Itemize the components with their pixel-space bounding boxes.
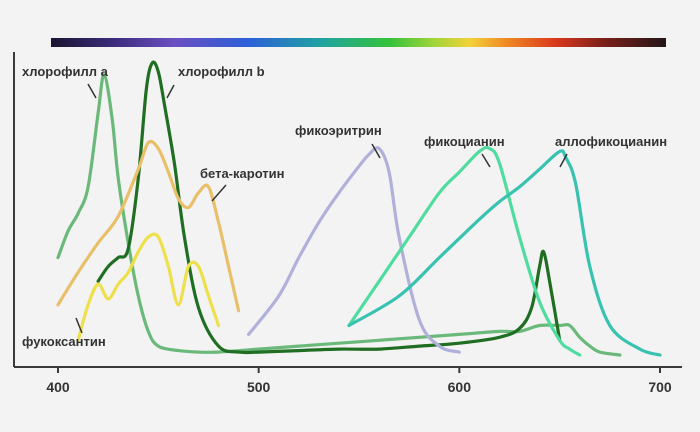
x-tick-label-600: 600	[448, 379, 472, 395]
series-line-beta-carotene	[56, 139, 241, 313]
annotation-fucoxanthin: фукоксантин	[22, 334, 106, 349]
annotation-beta-carotene: бета-каротин	[200, 166, 285, 181]
series-line-fucoxanthin	[76, 232, 221, 342]
x-tick-label-700: 700	[648, 379, 672, 395]
series-line-phycoerythrin	[247, 146, 461, 354]
series-line-chlorophyll-b	[96, 60, 562, 355]
leader-line-phycoerythrin	[371, 143, 381, 159]
x-tick-labels: 400 500 600 700	[46, 367, 672, 395]
annotation-leaders	[75, 83, 568, 334]
leader-line-fucoxanthin	[75, 317, 83, 334]
series-line-phycocyanin	[347, 145, 582, 357]
annotation-chlorophyll-b: хлорофилл b	[178, 64, 265, 79]
leader-line-chlorophyll-b	[166, 84, 175, 99]
leader-line-allophycocyanin	[559, 153, 568, 168]
series-curves	[56, 60, 662, 357]
x-tick-label-500: 500	[247, 379, 271, 395]
annotation-allophycocyanin: аллофикоцианин	[555, 134, 667, 149]
annotation-phycocyanin: фикоцианин	[424, 134, 505, 149]
x-tick-label-400: 400	[46, 379, 70, 395]
annotation-phycoerythrin: фикоэритрин	[295, 123, 382, 138]
spectrum-bar	[51, 38, 666, 47]
leader-line-chlorophyll-a	[87, 83, 97, 99]
series-line-allophycocyanin	[347, 149, 662, 357]
annotation-chlorophyll-a: хлорофилл a	[22, 64, 109, 79]
leader-line-phycocyanin	[481, 153, 491, 168]
leader-line-beta-carotene	[211, 184, 227, 202]
